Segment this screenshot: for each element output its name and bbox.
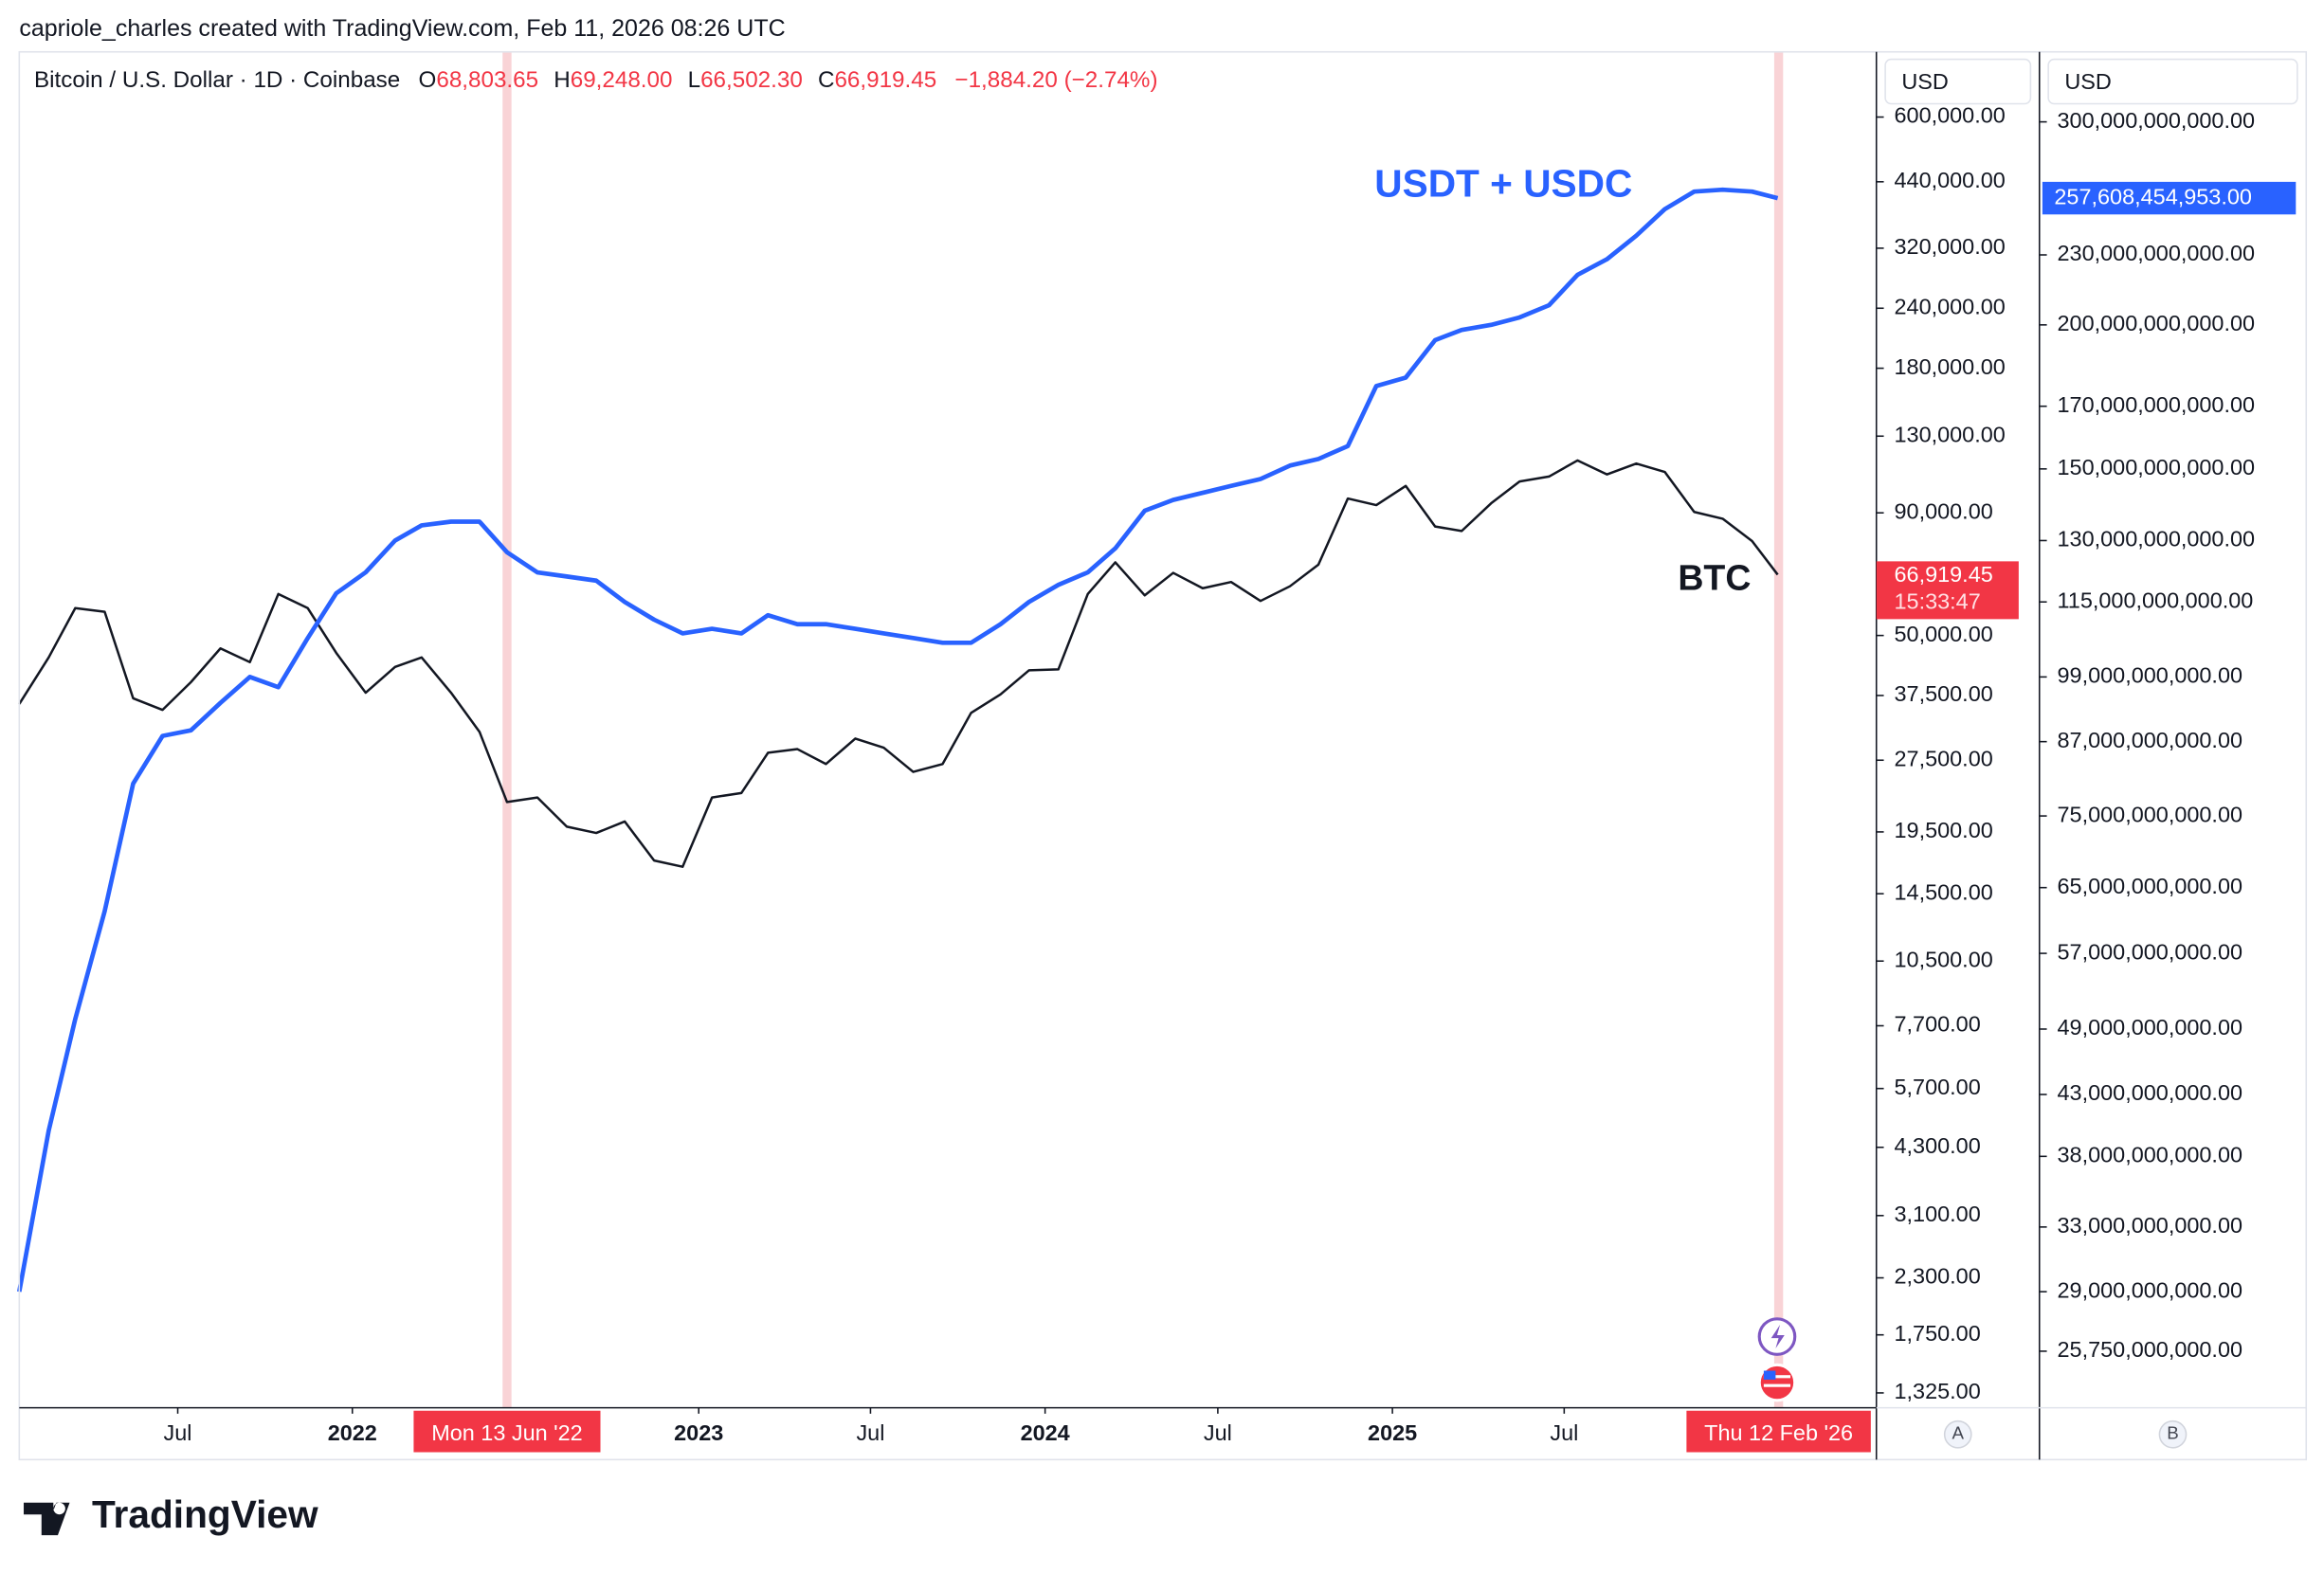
ohlc-key: C	[818, 67, 835, 93]
x-tick-label: 2023	[674, 1420, 723, 1445]
y-tick-label: 5,700.00	[1895, 1075, 1981, 1099]
highlight-date-label: Mon 13 Jun '22	[431, 1420, 583, 1445]
economic-event-icon[interactable]	[1757, 1363, 1797, 1402]
y-tick-label: 1,750.00	[1895, 1321, 1981, 1346]
y2-tick-label: 115,000,000,000.00	[2058, 588, 2254, 612]
y2-tick-label: 49,000,000,000.00	[2058, 1015, 2243, 1040]
y2-tick-label: 38,000,000,000.00	[2058, 1143, 2243, 1167]
y-tick-label: 50,000.00	[1895, 622, 1993, 646]
price-tag	[1876, 561, 2019, 620]
x-tick-label: Jul	[1550, 1420, 1578, 1445]
series-annotation: USDT + USDC	[1374, 161, 1632, 205]
flag-stripe	[1763, 1375, 1791, 1379]
highlight-date-tag	[413, 1410, 601, 1453]
y-tick-label: 600,000.00	[1895, 103, 2006, 128]
y-tick-label: 440,000.00	[1895, 168, 2006, 192]
flag-canton	[1763, 1370, 1776, 1380]
x-tick-label: Jul	[856, 1420, 884, 1445]
y-tick-label: 180,000.00	[1895, 354, 2006, 379]
price-tag-label: 257,608,454,953.00	[2054, 184, 2252, 208]
ohlc-key: H	[554, 67, 570, 93]
axis-b-name[interactable]: B	[2167, 1423, 2179, 1443]
y2-tick-label: 33,000,000,000.00	[2058, 1213, 2243, 1238]
y-tick-label: 10,500.00	[1895, 947, 1993, 971]
y2-tick-label: 75,000,000,000.00	[2058, 802, 2243, 826]
y2-tick-label: 230,000,000,000.00	[2058, 241, 2256, 265]
x-tick-label: Jul	[1204, 1420, 1232, 1445]
legend-line: Bitcoin / U.S. Dollar · 1D · Coinbase O6…	[34, 67, 1158, 93]
change: −1,884.20 (−2.74%)	[954, 67, 1157, 93]
y-tick-label: 7,700.00	[1895, 1012, 1981, 1037]
frame	[18, 50, 2308, 1461]
price-tag	[2042, 181, 2297, 215]
brand-logo	[24, 1502, 70, 1536]
axis-a-unit-box[interactable]	[1884, 58, 2032, 105]
y-tick-label: 2,300.00	[1895, 1264, 1981, 1289]
axis-b-badge[interactable]	[2158, 1419, 2188, 1449]
ohlc-value: 69,248.00	[571, 67, 673, 93]
y-tick-label: 14,500.00	[1895, 879, 1993, 904]
ohlc-value: 66,502.30	[700, 67, 803, 93]
series-annotation: BTC	[1678, 558, 1751, 598]
countdown-label: 15:33:47	[1895, 588, 1981, 613]
highlight-date-label: Thu 12 Feb '26	[1704, 1420, 1853, 1445]
x-tick-label: 2022	[328, 1420, 377, 1445]
ohlc-key: L	[688, 67, 700, 93]
x-tick-label: 2024	[1021, 1420, 1070, 1445]
axis-b-unit[interactable]: USD	[2064, 69, 2111, 94]
y2-tick-label: 170,000,000,000.00	[2058, 392, 2256, 417]
axis-a-unit[interactable]: USD	[1901, 69, 1948, 94]
y2-tick-label: 99,000,000,000.00	[2058, 663, 2243, 688]
y-tick-label: 37,500.00	[1895, 681, 1993, 706]
y2-tick-label: 300,000,000,000.00	[2058, 108, 2256, 133]
series-layer	[17, 187, 1779, 1293]
y-tick-label: 4,300.00	[1895, 1133, 1981, 1158]
y2-tick-label: 25,750,000,000.00	[2058, 1337, 2243, 1362]
flag-stripe	[1763, 1383, 1791, 1387]
axis-b-unit-box[interactable]	[2047, 58, 2298, 105]
y2-tick-label: 150,000,000,000.00	[2058, 455, 2256, 479]
highlight-band	[1773, 51, 1784, 1408]
credit: capriole_charles created with TradingVie…	[19, 15, 785, 42]
y-tick-label: 27,500.00	[1895, 746, 1993, 770]
y-tick-label: 240,000.00	[1895, 294, 2006, 318]
brand-name: TradingView	[92, 1492, 318, 1536]
y2-tick-label: 43,000,000,000.00	[2058, 1080, 2243, 1105]
y2-tick-label: 57,000,000,000.00	[2058, 939, 2243, 964]
y-tick-label: 19,500.00	[1895, 818, 1993, 842]
highlight-layer	[502, 51, 1784, 1408]
ohlc-value: 68,803.65	[436, 67, 538, 93]
y2-tick-label: 130,000,000,000.00	[2058, 527, 2256, 551]
event-icon-bolt	[1770, 1325, 1785, 1349]
y2-tick-label: 65,000,000,000.00	[2058, 874, 2243, 898]
symbol: Bitcoin / U.S. Dollar · 1D · Coinbase	[34, 67, 400, 93]
axis-a-name[interactable]: A	[1952, 1423, 1964, 1443]
series-line	[18, 459, 1779, 868]
y-tick-label: 90,000.00	[1895, 498, 1993, 523]
y-tick-label: 1,325.00	[1895, 1379, 1981, 1403]
highlight-date-tag	[1686, 1410, 1871, 1453]
price-tag-label: 66,919.45	[1895, 562, 1993, 587]
series-line	[17, 187, 1779, 1293]
y2-tick-label: 200,000,000,000.00	[2058, 311, 2256, 335]
y2-tick-label: 87,000,000,000.00	[2058, 728, 2243, 752]
y-tick-label: 130,000.00	[1895, 422, 2006, 446]
ohlc-key: O	[419, 67, 437, 93]
y-tick-label: 320,000.00	[1895, 234, 2006, 259]
axis-a-badge[interactable]	[1943, 1419, 1972, 1449]
x-tick-label: Jul	[164, 1420, 192, 1445]
y-tick-label: 3,100.00	[1895, 1202, 1981, 1226]
y2-tick-label: 29,000,000,000.00	[2058, 1277, 2243, 1302]
ohlc-value: 66,919.45	[834, 67, 936, 93]
x-tick-label: 2025	[1368, 1420, 1417, 1445]
highlight-band	[502, 51, 512, 1408]
